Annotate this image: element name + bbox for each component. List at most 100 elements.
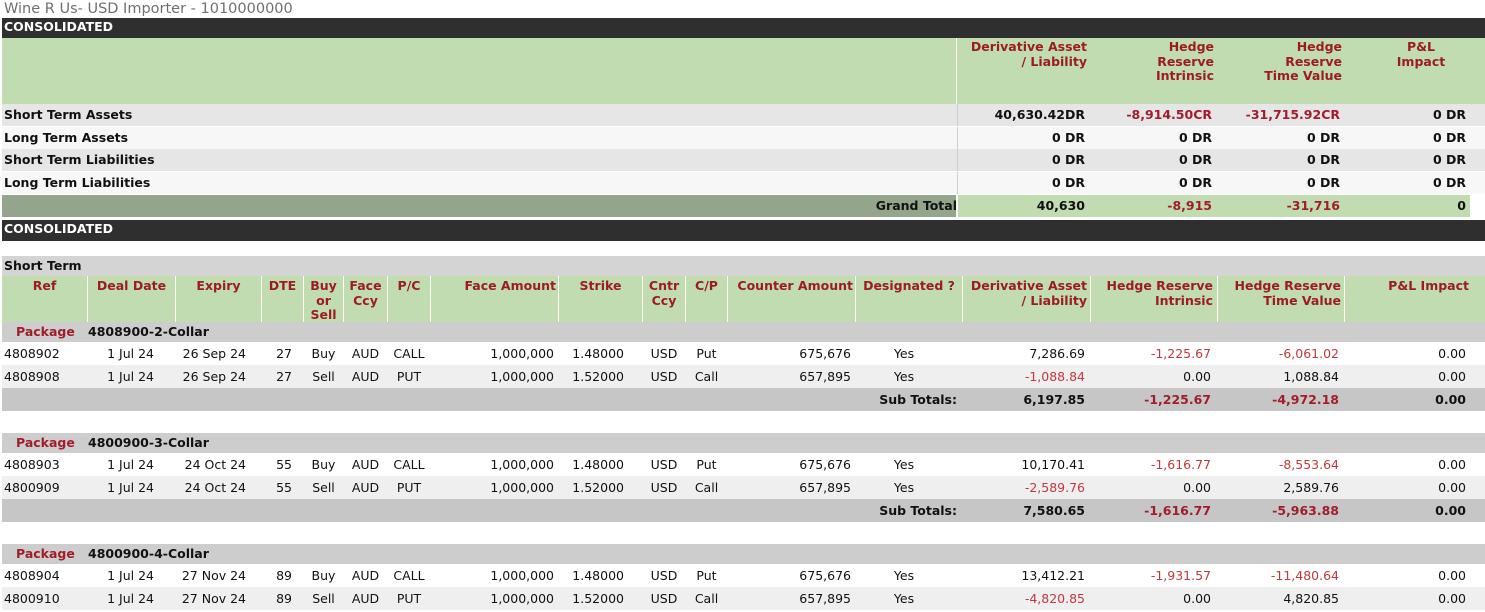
cell-dte: 27 [276,369,292,384]
cell-hrtv: 4,820.85 [1283,591,1339,606]
cell-strike: 1.52000 [572,591,624,606]
summary-row-hri: 0 DR [1178,130,1212,145]
summary-row-deriv: 40,630.42DR [994,107,1085,122]
package-label: Package [16,546,75,561]
subtotal-deriv: 7,580.65 [1023,503,1085,518]
summary-section-header: CONSOLIDATED [2,18,1485,38]
cell-ref: 4800909 [4,480,60,495]
summary-row-label: Short Term Assets [4,107,133,122]
summary-row-hri: 0 DR [1178,175,1212,190]
subtotal-hrtv: -5,963.88 [1272,503,1339,518]
cell-pl: 0.00 [1438,457,1466,472]
cell-face-ccy: AUD [351,346,380,361]
cell-counter-amount: 657,895 [799,369,851,384]
cell-hri: -1,931.57 [1150,568,1211,583]
cell-face-ccy: AUD [351,591,380,606]
summary-row: Short Term Liabilities 0 DR 0 DR 0 DR 0 DR [2,149,1485,171]
cell-cp: Put [696,568,717,583]
cell-pl: 0.00 [1438,568,1466,583]
cell-deriv: 10,170.41 [1021,457,1085,472]
cell-strike: 1.52000 [572,369,624,384]
cell-face-amount: 1,000,000 [490,591,554,606]
grand-total-label: Grand Total [875,198,957,213]
cell-hri: -1,616.77 [1150,457,1211,472]
col-counter-amount: Counter Amount [737,278,853,293]
cell-expiry: 24 Oct 24 [184,457,246,472]
table-row: 4808908 1 Jul 24 26 Sep 24 27 Sell AUD PUT 1,00… [2,365,1485,388]
cell-pc: CALL [393,568,425,583]
summary-row: Long Term Assets 0 DR 0 DR 0 DR 0 DR [2,127,1485,149]
cell-deriv: 13,412.21 [1021,568,1085,583]
cell-ref: 4808908 [4,369,60,384]
grand-total-hrtv: -31,716 [1286,198,1340,213]
cell-strike: 1.52000 [572,480,624,495]
summary-col-hrtv: Hedge Reserve Time Value [1264,39,1342,83]
cell-designated: Yes [893,369,915,384]
cell-buy-sell: Buy [311,568,336,583]
cell-face-ccy: AUD [351,369,380,384]
package-header-row: Package 4808900-2-Collar [2,322,1485,342]
grand-total-pl: 0 [1457,198,1466,213]
col-buy-sell: Buy or Sell [310,278,337,322]
page-title: Wine R Us- USD Importer - 1010000000 [4,1,293,17]
cell-pl: 0.00 [1438,480,1466,495]
cell-cp: Call [694,369,719,384]
cell-face-amount: 1,000,000 [490,480,554,495]
cell-strike: 1.48000 [572,457,624,472]
subtotal-label: Sub Totals: [879,392,957,407]
summary-col-pl: P&L Impact [1396,39,1446,69]
subtotal-hrtv: -4,972.18 [1272,392,1339,407]
table-row: 4800910 1 Jul 24 27 Nov 24 89 Sell AUD PUT 1,00… [2,587,1485,610]
package-name: 4800900-3-Collar [88,435,209,450]
col-deriv: Derivative Asset / Liability [970,278,1087,308]
col-cntr-ccy: Cntr Ccy [648,278,680,308]
cell-face-ccy: AUD [351,480,380,495]
cell-dte: 27 [276,346,292,361]
package-label: Package [16,435,75,450]
summary-row-hrtv: 0 DR [1306,152,1340,167]
col-pc: P/C [397,278,421,293]
summary-row-hri: 0 DR [1178,152,1212,167]
subtotal-pl: 0.00 [1435,503,1466,518]
cell-expiry: 26 Sep 24 [182,369,246,384]
col-strike: Strike [579,278,622,293]
cell-pl: 0.00 [1438,346,1466,361]
cell-counter-amount: 675,676 [799,568,851,583]
detail-header-row: Ref Deal Date Expiry DTE Buy or Sell Fac… [2,276,1485,324]
cell-cntr-ccy: USD [650,568,678,583]
cell-hrtv: -11,480.64 [1270,568,1339,583]
cell-pc: CALL [393,346,425,361]
table-row: 4808902 1 Jul 24 26 Sep 24 27 Buy AUD CALL 1,00… [2,342,1485,365]
cell-dte: 89 [276,568,292,583]
cell-hrtv: -8,553.64 [1278,457,1339,472]
cell-pl: 0.00 [1438,591,1466,606]
grand-total-row: Grand Total 40,630 -8,915 -31,716 0 [2,195,1485,217]
subtotal-deriv: 6,197.85 [1023,392,1085,407]
cell-cp: Call [694,591,719,606]
cell-strike: 1.48000 [572,346,624,361]
package-header-row: Package 4800900-3-Collar [2,433,1485,453]
summary-row-pl: 0 DR [1432,130,1466,145]
cell-cntr-ccy: USD [650,457,678,472]
col-hri: Hedge Reserve Intrinsic [1106,278,1213,308]
subtotal-hri: -1,225.67 [1144,392,1211,407]
col-pl: P&L Impact [1388,278,1469,293]
cell-deal-date: 1 Jul 24 [107,457,154,472]
table-row: 4808903 1 Jul 24 24 Oct 24 55 Buy AUD CALL 1,00… [2,453,1485,476]
summary-row-deriv: 0 DR [1051,152,1085,167]
summary-section-label: CONSOLIDATED [4,19,114,34]
summary-row-deriv: 0 DR [1051,175,1085,190]
col-designated: Designated ? [863,278,955,293]
cell-deal-date: 1 Jul 24 [107,591,154,606]
cell-counter-amount: 675,676 [799,457,851,472]
cell-ref: 4808904 [4,568,60,583]
cell-counter-amount: 657,895 [799,480,851,495]
grand-total-hri: -8,915 [1167,198,1212,213]
cell-face-amount: 1,000,000 [490,457,554,472]
cell-counter-amount: 675,676 [799,346,851,361]
summary-row-pl: 0 DR [1432,107,1466,122]
cell-deal-date: 1 Jul 24 [107,480,154,495]
cell-designated: Yes [893,346,915,361]
cell-cntr-ccy: USD [650,591,678,606]
summary-row-pl: 0 DR [1432,152,1466,167]
